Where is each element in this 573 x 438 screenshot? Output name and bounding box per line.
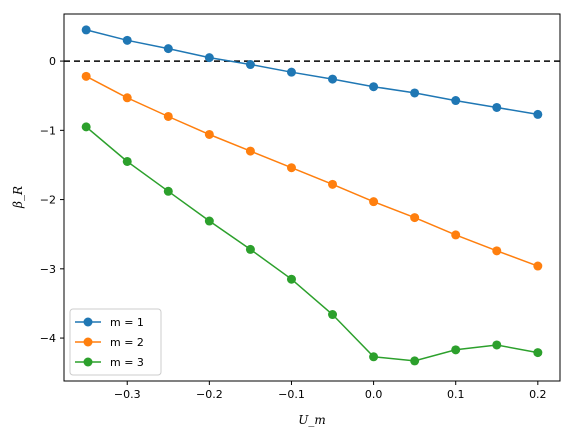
series-3-point: [328, 310, 338, 320]
y-tick-label: −3: [40, 263, 56, 276]
legend-marker-1: [83, 317, 93, 327]
y-axis: 0 −1 −2 −3 −4: [40, 55, 64, 345]
x-tick-label: 0.2: [529, 388, 547, 401]
series-1-point: [245, 60, 255, 70]
series-2-point: [369, 197, 379, 207]
y-tick-label: −4: [40, 332, 56, 345]
series-line-2: [85, 75, 539, 267]
legend: m = 1 m = 2 m = 3: [69, 308, 162, 376]
y-tick-label: −2: [40, 194, 56, 207]
legend-label-2: m = 2: [110, 336, 144, 349]
series-2-point: [451, 230, 461, 240]
series-1-point: [163, 44, 173, 54]
series-1-point: [81, 25, 91, 35]
legend-item-1: m = 1: [75, 316, 144, 329]
series-1-point: [533, 109, 543, 119]
legend-item-3: m = 3: [75, 356, 144, 369]
series-3-point: [410, 356, 420, 366]
series-1-point: [369, 82, 379, 92]
series-2-point: [328, 179, 338, 189]
series-2-point: [163, 111, 173, 121]
series-3-point: [122, 156, 132, 166]
series-3-point: [163, 186, 173, 196]
series-3-point: [81, 122, 91, 132]
series-2-point: [533, 261, 543, 271]
series-2-point: [286, 163, 296, 173]
legend-frame: [69, 308, 162, 376]
series-3-point: [286, 274, 296, 284]
series-2-point: [245, 146, 255, 156]
series-1-point: [410, 88, 420, 98]
x-tick-label: −0.2: [196, 388, 223, 401]
series-line-1: [86, 29, 538, 116]
series-3-point: [451, 345, 461, 355]
series-line-3: [85, 126, 538, 362]
series-layer: [81, 25, 543, 366]
legend-label-3: m = 3: [110, 356, 144, 369]
legend-label-1: m = 1: [110, 316, 144, 329]
series-2-point: [81, 71, 91, 81]
series-1-point: [451, 96, 461, 106]
series-3-point: [533, 348, 543, 358]
series-3-point: [204, 216, 214, 226]
series-2-point: [410, 213, 420, 223]
series-1-point: [204, 53, 214, 63]
series-1-point: [328, 74, 338, 84]
legend-marker-3: [83, 357, 93, 367]
x-tick-label: −0.3: [114, 388, 141, 401]
x-tick-label: −0.1: [278, 388, 305, 401]
series-1-point: [122, 35, 132, 45]
series-2-point: [492, 246, 502, 256]
x-tick-label: 0.1: [447, 388, 465, 401]
y-tick-label: −1: [40, 124, 56, 137]
y-axis-label: β_R: [11, 186, 25, 209]
x-axis-label: U_m: [298, 413, 326, 427]
series-1-point: [286, 67, 296, 77]
legend-marker-2: [83, 337, 93, 347]
x-axis: −0.3 −0.2 −0.1 0.0 0.1 0.2: [114, 381, 547, 401]
series-3-point: [369, 352, 379, 362]
series-3-point: [245, 244, 255, 254]
series-2-point: [204, 129, 214, 139]
series-2-point: [122, 93, 132, 103]
series-3-point: [492, 340, 502, 350]
y-tick-label: 0: [49, 55, 56, 68]
legend-item-2: m = 2: [75, 336, 144, 349]
series-1-point: [492, 102, 502, 112]
x-tick-label: 0.0: [365, 388, 383, 401]
